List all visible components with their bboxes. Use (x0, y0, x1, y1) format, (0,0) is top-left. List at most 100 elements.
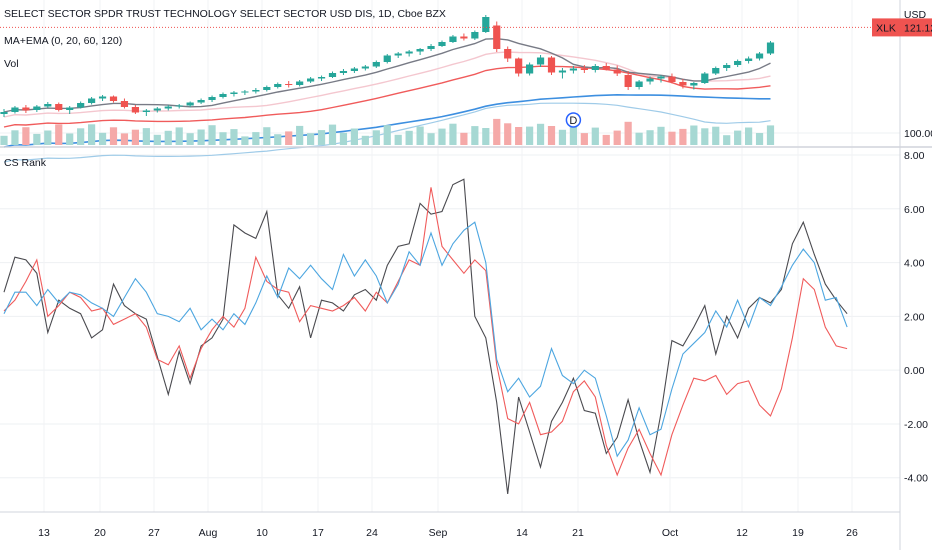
candle-body (328, 73, 337, 77)
ema-20-line (3, 51, 771, 118)
cs-rank-series-line (3, 221, 848, 458)
cs-rank-series-line (3, 178, 848, 494)
candle-body (197, 100, 205, 103)
candle-body (252, 90, 260, 92)
candle-body (88, 98, 96, 103)
volume-bar (33, 133, 41, 145)
volume-bar (766, 125, 775, 145)
volume-bar (307, 133, 315, 145)
rank-tick-label: 8.00 (904, 150, 925, 162)
volume-bar (591, 127, 599, 145)
volume-bar (690, 125, 698, 145)
candle-body (307, 78, 315, 82)
volume-bar (755, 133, 764, 145)
volume-bar (712, 126, 720, 145)
time-tick-label: 10 (256, 527, 268, 539)
volume-bar (285, 131, 293, 145)
volume-bar (416, 126, 424, 145)
candle-body (657, 76, 665, 79)
currency-label: USD (904, 9, 927, 21)
volume-bar (230, 129, 238, 145)
volume-bar (131, 129, 139, 145)
volume-bar (120, 133, 129, 145)
candle-body (712, 68, 720, 74)
volume-bar (296, 125, 304, 145)
volume-bar (98, 132, 107, 145)
volume-bar (438, 128, 446, 145)
volume-bar (164, 130, 172, 145)
volume-bar (11, 130, 19, 145)
candle-body (131, 107, 139, 113)
time-tick-label: Sep (429, 527, 448, 539)
rank-tick-label: 6.00 (904, 204, 925, 216)
rank-tick-label: -4.00 (904, 473, 928, 485)
candle-body (11, 107, 19, 112)
volume-bar (197, 129, 205, 145)
time-tick-label: 21 (572, 527, 584, 539)
candle-body (142, 110, 150, 112)
volume-bar (668, 131, 676, 145)
candle-body (438, 42, 446, 46)
volume-bar (142, 128, 150, 145)
time-tick-label: 19 (792, 527, 804, 539)
volume-bar (350, 128, 358, 145)
volume-bar (372, 130, 380, 145)
ma-study-label[interactable]: MA+EMA (0, 20, 60, 120) (4, 35, 123, 47)
candle-body (701, 73, 709, 83)
volume-bar (0, 135, 8, 145)
candle-body (55, 104, 63, 110)
candle-body (526, 64, 534, 74)
rank-tick-label: 4.00 (904, 258, 925, 270)
volume-bar (449, 123, 457, 145)
volume-bar (22, 127, 30, 145)
candle-body (427, 46, 435, 49)
candle-body (482, 17, 490, 32)
volume-bar (208, 125, 216, 145)
vol-study-label[interactable]: Vol (4, 58, 19, 70)
candle-body (471, 32, 479, 39)
time-tick-label: 20 (94, 527, 106, 539)
rank-tick-label: 0.00 (904, 365, 925, 377)
candle-body (339, 71, 348, 73)
volume-bar (515, 127, 523, 145)
volume-bar (153, 134, 161, 145)
candle-body (263, 87, 271, 90)
candle-body (766, 42, 775, 54)
grid-lines (0, 0, 900, 512)
volume-bar (109, 127, 118, 145)
chart-header: SELECT SECTOR SPDR TRUST TECHNOLOGY SELE… (4, 8, 452, 20)
vol-legend[interactable]: Vol (4, 58, 25, 70)
candle-body (449, 36, 457, 42)
volume-bar (635, 132, 643, 145)
candle-body (493, 25, 501, 49)
volume-bar (482, 128, 490, 145)
volume-bar (328, 124, 337, 145)
volume-bar (657, 126, 665, 145)
candle-body (394, 53, 402, 56)
candle-body (635, 81, 643, 87)
volume-bar (427, 133, 435, 145)
dividend-marker-icon (565, 112, 582, 128)
volume-bar (66, 133, 74, 145)
volume-bar (679, 128, 687, 145)
chart-title: SELECT SECTOR SPDR TRUST TECHNOLOGY SELE… (4, 8, 446, 20)
cs-rank-legend[interactable]: CS Rank (4, 157, 52, 169)
volume-bar (361, 135, 369, 145)
candle-body (580, 68, 588, 70)
volume-bar (536, 123, 545, 145)
candle-body (219, 94, 227, 97)
time-tick-label: 17 (312, 527, 324, 539)
candle-body (745, 58, 753, 61)
volume-bar (241, 136, 249, 145)
volume-bar (701, 128, 709, 145)
time-tick-label: Aug (199, 527, 218, 539)
ma-legend[interactable]: MA+EMA (0, 20, 60, 120) (4, 35, 128, 47)
candle-body (153, 108, 161, 111)
time-tick-label: 12 (736, 527, 748, 539)
volume-bar (317, 130, 326, 145)
candle-body (285, 84, 293, 85)
cs-rank-label[interactable]: CS Rank (4, 157, 47, 169)
candle-body (350, 68, 358, 71)
last-price-value: 121.12 (904, 22, 932, 34)
